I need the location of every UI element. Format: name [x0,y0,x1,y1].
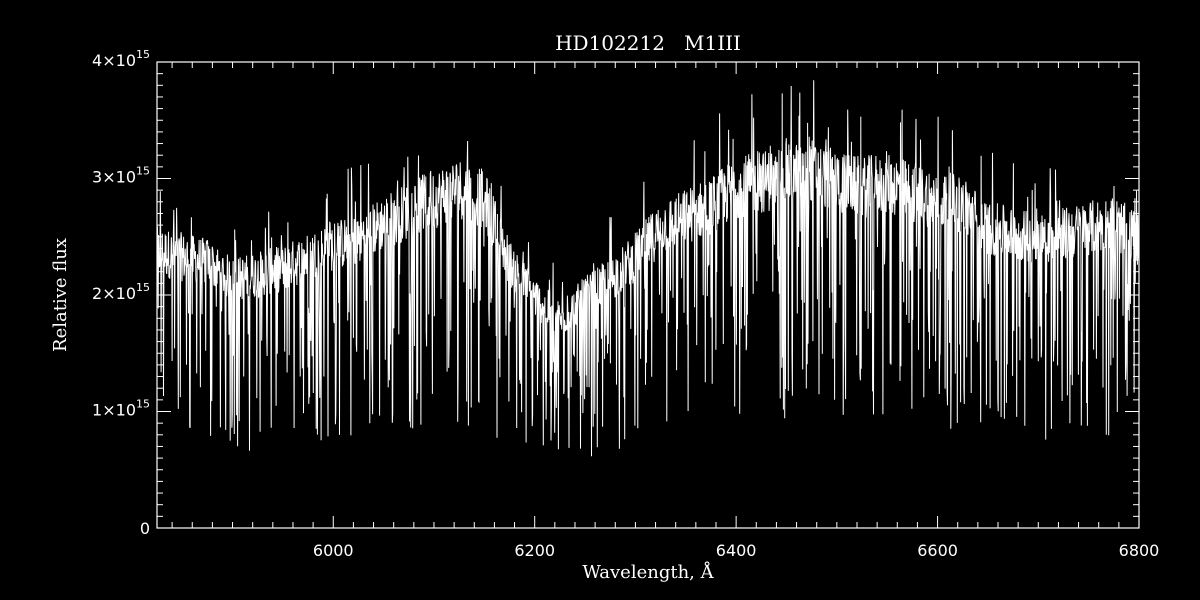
y-tick-mantissa: 3×10 [92,168,136,187]
y-tick-mantissa: 1×10 [92,401,136,420]
y-tick-label: 4×1015 [92,48,150,70]
y-tick-label: 3×1015 [92,165,150,187]
plot-content [156,80,1140,457]
y-tick-exponent: 15 [136,281,150,294]
chart-title: HD102212 M1III [555,31,741,55]
x-tick-label: 6000 [313,541,354,560]
y-tick-mantissa: 4×10 [92,51,136,70]
y-tick-mantissa: 2×10 [92,284,136,303]
y-tick-exponent: 15 [136,48,150,61]
y-tick-label: 1×1015 [92,398,150,420]
spectrum-series-line [156,80,1140,457]
y-tick-label: 0 [140,519,150,538]
axis-ticks: 6000 6200 6400 6600 680001×10152×10153×10154… [92,48,1159,560]
x-tick-label: 6400 [716,541,757,560]
x-axis-label: Wavelength, Å [582,561,714,583]
x-tick-label: 6600 [917,541,958,560]
y-axis-label: Relative flux [50,238,71,352]
x-tick-label: 6800 [1119,541,1160,560]
y-tick-exponent: 15 [136,398,150,411]
x-tick-label: 6200 [514,541,555,560]
y-tick-exponent: 15 [136,165,150,178]
y-tick-label: 2×1015 [92,281,150,303]
